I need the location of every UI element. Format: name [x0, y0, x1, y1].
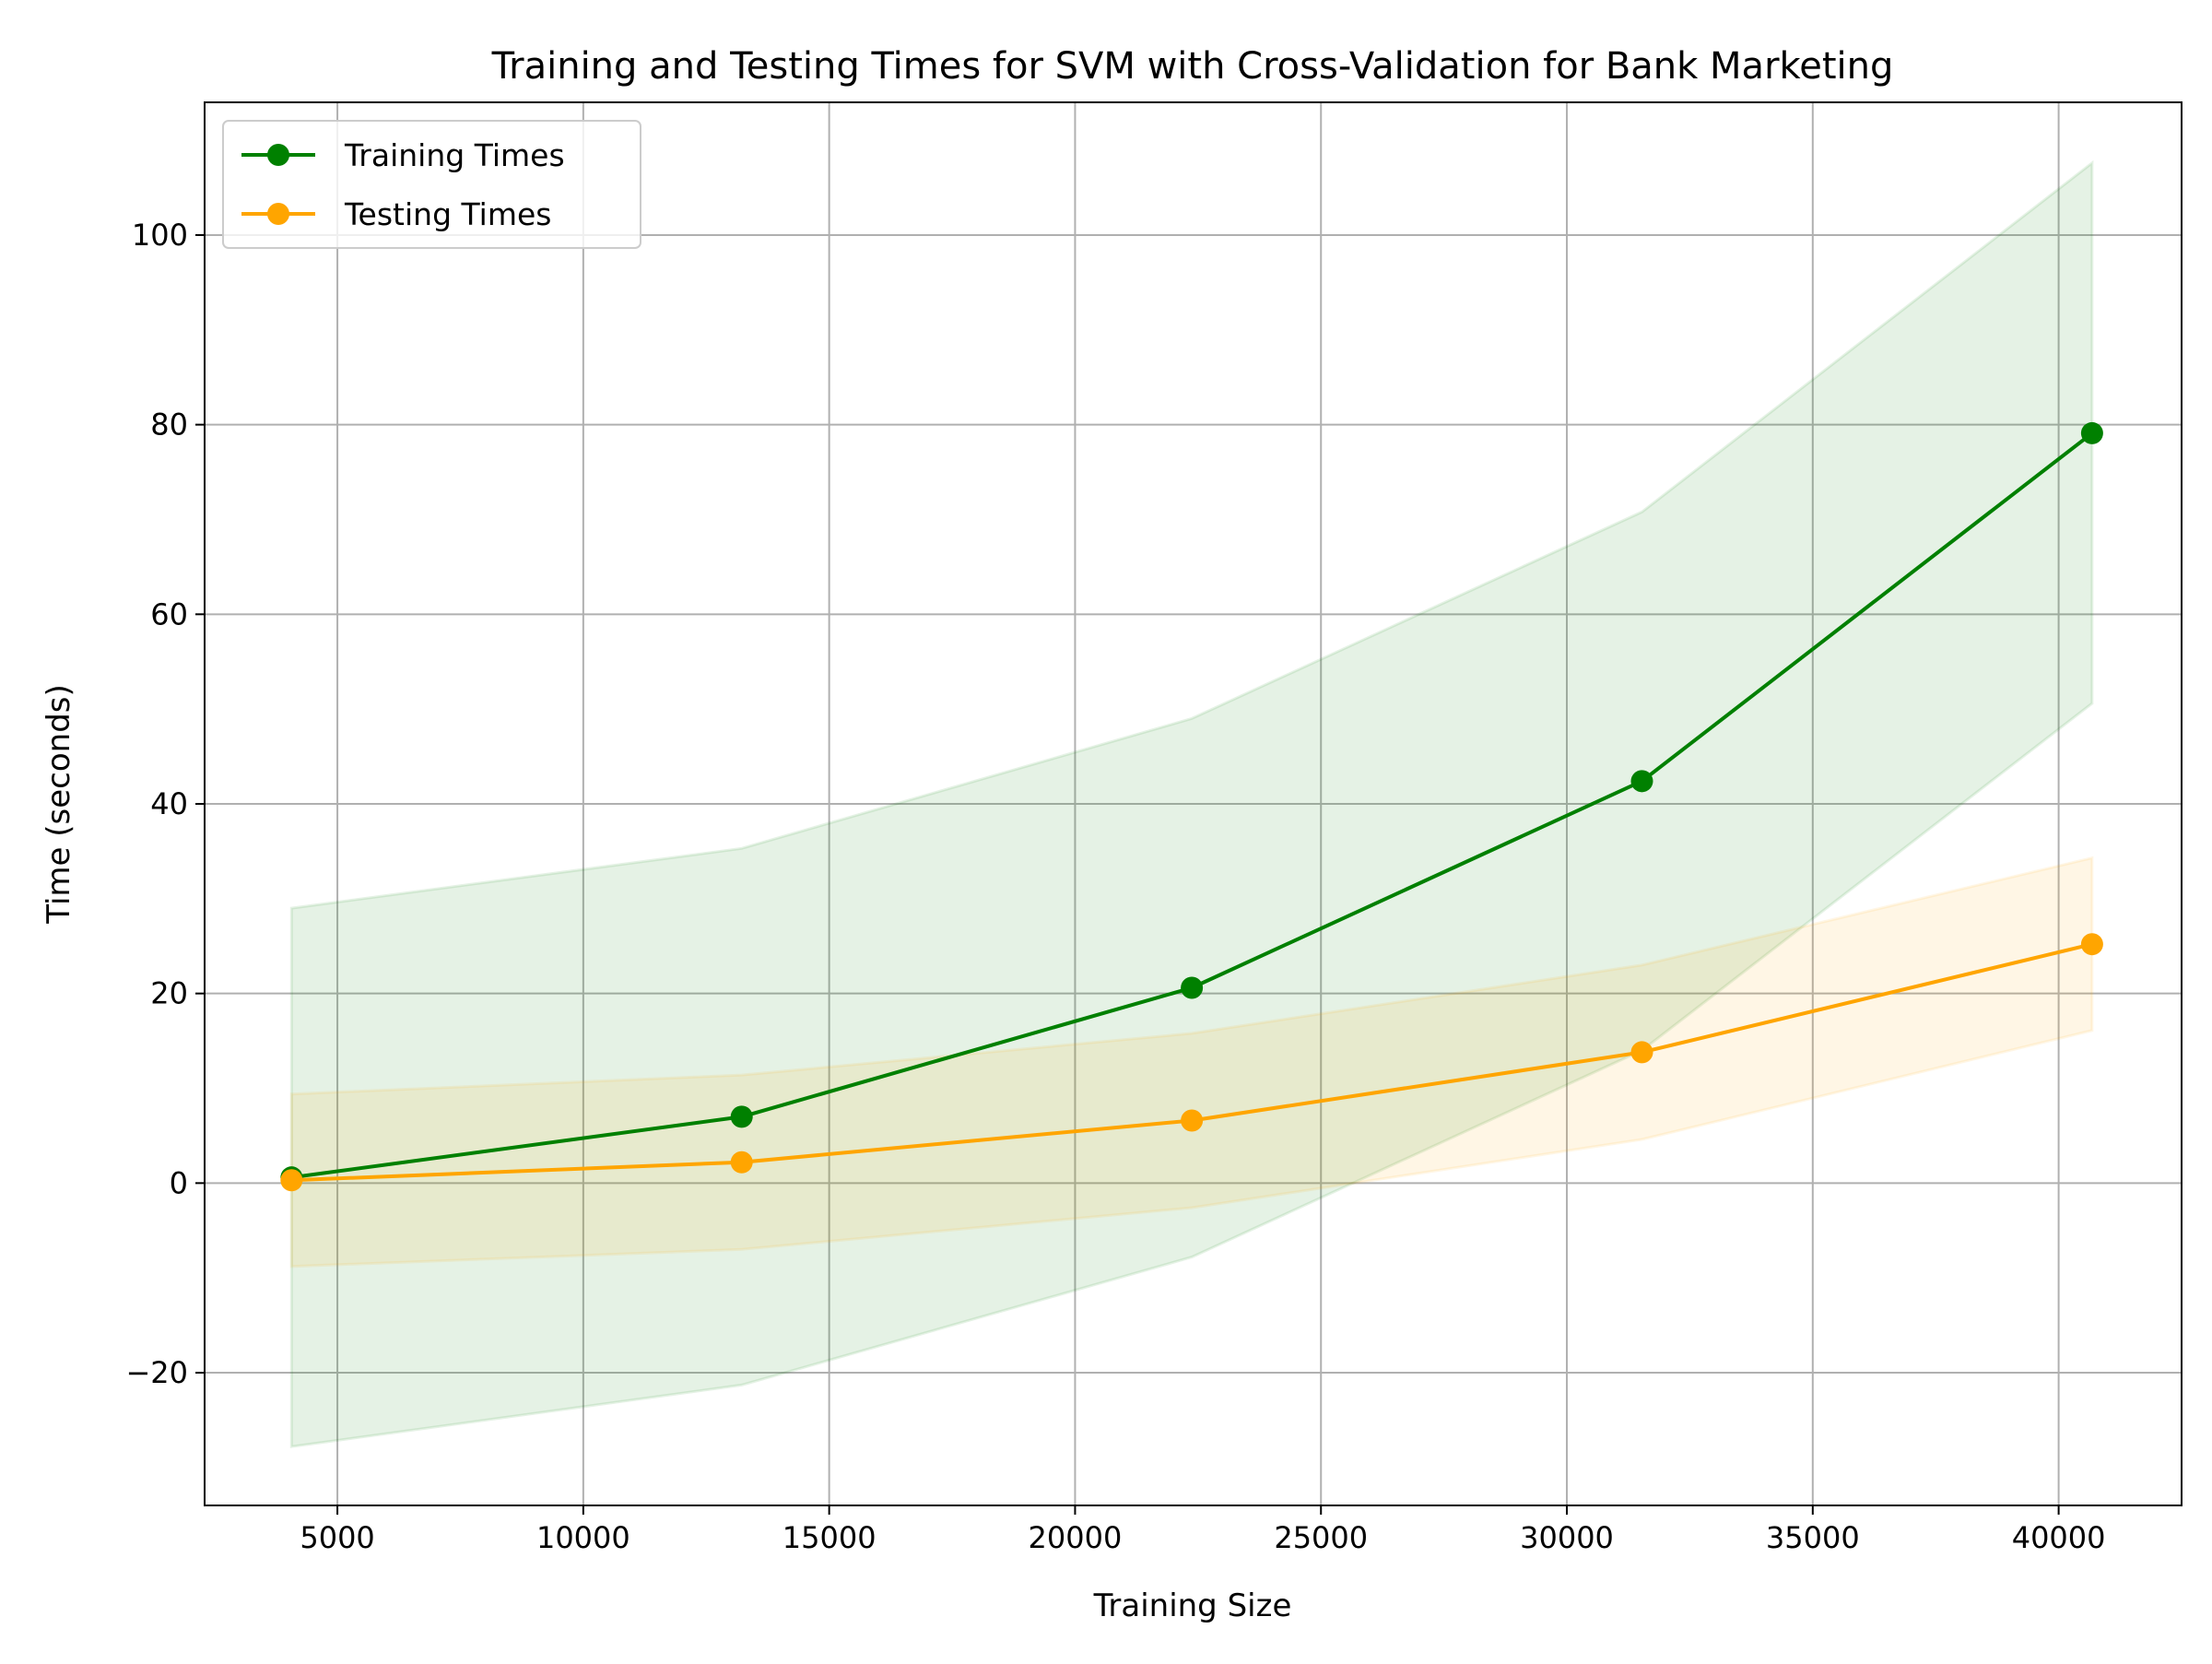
- x-axis-label: Training Size: [1093, 1587, 1292, 1624]
- y-tick-label: 100: [132, 218, 188, 253]
- y-tick-label: 40: [150, 786, 188, 821]
- training-times-point: [730, 1105, 753, 1128]
- x-tick-label: 5000: [300, 1520, 374, 1555]
- legend-marker-testing-times: [267, 203, 289, 225]
- legend-box: [222, 120, 641, 249]
- axis-ticks: 5000 10000 15000 20000 25000 30000 35000 40000 −…: [125, 218, 2105, 1555]
- legend: Training Times Testing Times: [222, 120, 641, 249]
- legend-marker-training-times: [267, 144, 289, 166]
- x-tick-label: 25000: [1274, 1520, 1368, 1555]
- legend-label-training-times: Training Times: [344, 137, 565, 173]
- training-times-point: [1630, 770, 1653, 793]
- training-times-point: [2080, 421, 2103, 444]
- testing-times-point: [1630, 1041, 1653, 1064]
- chart-title: Training and Testing Times for SVM with …: [491, 45, 1894, 88]
- y-tick-label: 80: [150, 407, 188, 443]
- x-tick-label: 20000: [1029, 1520, 1123, 1555]
- y-tick-label: 60: [150, 596, 188, 631]
- y-tick-label: 0: [170, 1165, 188, 1200]
- x-tick-label: 40000: [2012, 1520, 2106, 1555]
- x-tick-label: 35000: [1766, 1520, 1860, 1555]
- testing-times-point: [730, 1151, 753, 1174]
- x-tick-label: 10000: [536, 1520, 630, 1555]
- x-tick-label: 15000: [782, 1520, 877, 1555]
- series-lines: [280, 421, 2103, 1192]
- testing-times-point: [1181, 1109, 1204, 1132]
- x-tick-label: 30000: [1520, 1520, 1614, 1555]
- testing-times-point: [280, 1169, 303, 1192]
- legend-label-testing-times: Testing Times: [344, 196, 551, 232]
- y-tick-label: 20: [150, 976, 188, 1011]
- testing-times-point: [2080, 933, 2103, 956]
- training-times-point: [1181, 976, 1204, 999]
- y-tick-label: −20: [125, 1355, 188, 1390]
- y-axis-label: Time (seconds): [41, 684, 77, 925]
